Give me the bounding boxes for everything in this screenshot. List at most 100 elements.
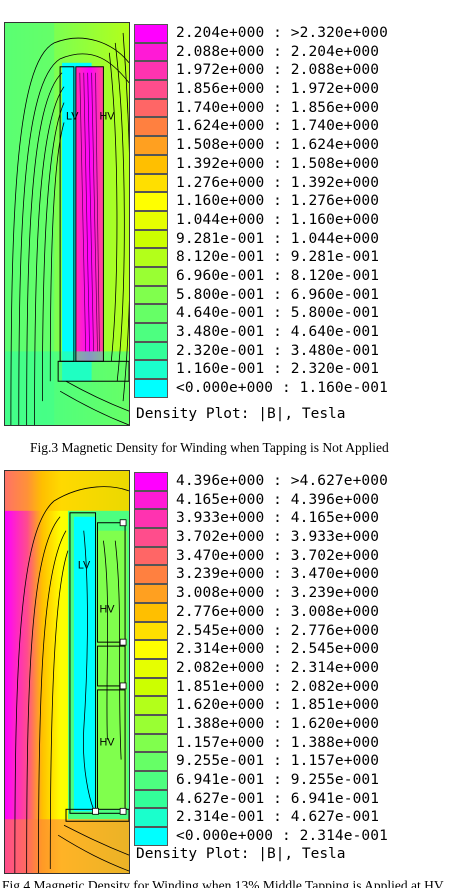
legend-swatch (134, 192, 168, 211)
lv-label: LV (78, 559, 91, 571)
density-plot-label: Density Plot: |B|, Tesla (136, 846, 346, 862)
legend-swatch (134, 658, 168, 678)
legend-range-label: 4.396e+000 : >4.627e+000 (176, 473, 388, 489)
legend-range-label: 4.627e-001 : 6.941e-001 (176, 790, 380, 807)
legend-range-label: 3.470e+000 : 3.702e+000 (176, 547, 380, 564)
legend-range-label: 1.276e+000 : 1.392e+000 (176, 174, 380, 191)
node-markers (92, 519, 127, 815)
field-plot-fig4: LV HV HV (4, 470, 130, 874)
legend-range-label: 1.157e+000 : 1.388e+000 (176, 734, 380, 751)
legend-swatch (134, 509, 168, 529)
legend-range-label: 3.239e+000 : 3.470e+000 (176, 566, 380, 583)
legend-swatch (134, 808, 168, 828)
figure-3: LV HV 2.204e+000 : >2.320e+000 2.088e+000… (4, 22, 389, 455)
legend-swatch (134, 640, 168, 659)
legend-swatch (134, 98, 168, 118)
figure-4: LV HV HV 4.396e+000 : >4.627e+000 4.165e+… (0, 466, 474, 888)
legend-range-label: 1.851e+000 : 2.082e+000 (176, 678, 380, 695)
field-plot-fig3-svg: LV HV (5, 23, 129, 425)
legend-swatch (134, 117, 168, 137)
lv-region (73, 516, 96, 812)
density-plot-label: Density Plot: |B|, Tesla (136, 406, 346, 422)
legend-range-label: 6.960e-001 : 8.120e-001 (176, 267, 380, 284)
legend-range-label: 1.044e+000 : 1.160e+000 (176, 211, 380, 228)
lv-label: LV (66, 110, 79, 122)
legend-swatch (134, 154, 168, 174)
legend-range-label: 3.480e-001 : 4.640e-001 (176, 324, 380, 340)
hv-region (97, 530, 128, 810)
legend-range-label: 9.281e-001 : 1.044e+000 (176, 230, 380, 247)
legend-range-label: 2.314e-001 : 4.627e-001 (176, 809, 380, 826)
legend-range-label: 1.160e+000 : 1.276e+000 (176, 193, 380, 210)
legend-range-label: <0.000e+000 : 2.314e-001 (176, 828, 388, 845)
hv-top-label: HV (99, 603, 115, 615)
legend-range-label: 4.640e-001 : 5.800e-001 (176, 305, 380, 322)
legend-range-label: 9.255e-001 : 1.157e+000 (176, 753, 380, 770)
legend-range-label: 2.545e+000 : 2.776e+000 (176, 622, 380, 639)
legend-range-label: 2.204e+000 : >2.320e+000 (176, 25, 388, 41)
winding-contours (79, 72, 100, 352)
field-plot-fig3: LV HV (4, 22, 130, 426)
legend-swatch (134, 173, 168, 193)
legend-swatch (134, 733, 168, 753)
legend-swatch (134, 827, 168, 846)
legend-range-label: 3.008e+000 : 3.239e+000 (176, 585, 380, 602)
legend-swatch (134, 248, 168, 267)
legend-range-label: 1.392e+000 : 1.508e+000 (176, 155, 380, 172)
legend-range-label: 1.388e+000 : 1.620e+000 (176, 715, 380, 732)
field-plot-fig4-svg: LV HV HV (5, 471, 129, 873)
hv-label: HV (99, 110, 115, 122)
legend-range-label: 3.933e+000 : 4.165e+000 (176, 510, 380, 527)
legend-swatch (134, 24, 168, 43)
legend-range-label: 2.776e+000 : 3.008e+000 (176, 603, 380, 620)
legend-range-label: 5.800e-001 : 6.960e-001 (176, 286, 380, 303)
legend-swatch (134, 136, 168, 155)
legend-range-label: 1.624e+000 : 1.740e+000 (176, 118, 380, 135)
legend-range-label: 2.314e+000 : 2.545e+000 (176, 641, 380, 658)
legend-range-label: 1.740e+000 : 1.856e+000 (176, 99, 380, 116)
legend-swatch (134, 546, 168, 566)
legend-range-label: 6.941e-001 : 9.255e-001 (176, 772, 380, 788)
legend-swatch (134, 323, 168, 342)
legend-swatch (134, 360, 168, 380)
legend-swatch (134, 677, 168, 697)
figure-caption: Fig.4 Magnetic Density for Winding when … (2, 878, 444, 888)
hv-bottom-label: HV (99, 737, 115, 749)
legend-swatch (134, 379, 168, 398)
legend-swatch (134, 80, 168, 99)
legend-range-label: 1.160e-001 : 2.320e-001 (176, 361, 380, 378)
legend-range-label: 1.972e+000 : 2.088e+000 (176, 62, 380, 79)
legend-swatch (134, 752, 168, 771)
flux-lines (14, 486, 129, 873)
lower-field-region (5, 351, 129, 425)
legend-range-label: 8.120e-001 : 9.281e-001 (176, 249, 380, 266)
legend-swatch (134, 266, 168, 286)
legend-swatch (134, 285, 168, 305)
legend-swatch (134, 789, 168, 809)
legend-swatch (134, 771, 168, 790)
winding-boundaries (57, 66, 129, 382)
legend-swatch (134, 229, 168, 249)
top-field-region (5, 471, 129, 511)
legend-range-label: 4.165e+000 : 4.396e+000 (176, 491, 380, 508)
legend-range-label: 2.320e-001 : 3.480e-001 (176, 342, 380, 359)
legend-swatch (134, 472, 168, 491)
legend-swatch (134, 341, 168, 361)
figure-caption: Fig.3 Magnetic Density for Winding when … (30, 440, 389, 455)
legend-swatch (134, 490, 168, 510)
legend-range-label: 3.702e+000 : 3.933e+000 (176, 529, 380, 546)
legend-swatch (134, 61, 168, 81)
legend-range-label: 1.620e+000 : 1.851e+000 (176, 697, 380, 714)
bottom-field-region (5, 819, 129, 873)
legend-swatch (134, 602, 168, 622)
legend-range-label: <0.000e+000 : 1.160e-001 (176, 380, 388, 397)
legend-swatch (134, 621, 168, 641)
legend-range-label: 1.856e+000 : 1.972e+000 (176, 81, 380, 98)
legend-swatch (134, 304, 168, 323)
legend-swatch (134, 565, 168, 585)
legend-swatch (134, 210, 168, 230)
legend-swatch (134, 696, 168, 715)
legend-swatch (134, 42, 168, 62)
legend-range-label: 2.088e+000 : 2.204e+000 (176, 43, 380, 60)
flux-lines (10, 32, 129, 425)
